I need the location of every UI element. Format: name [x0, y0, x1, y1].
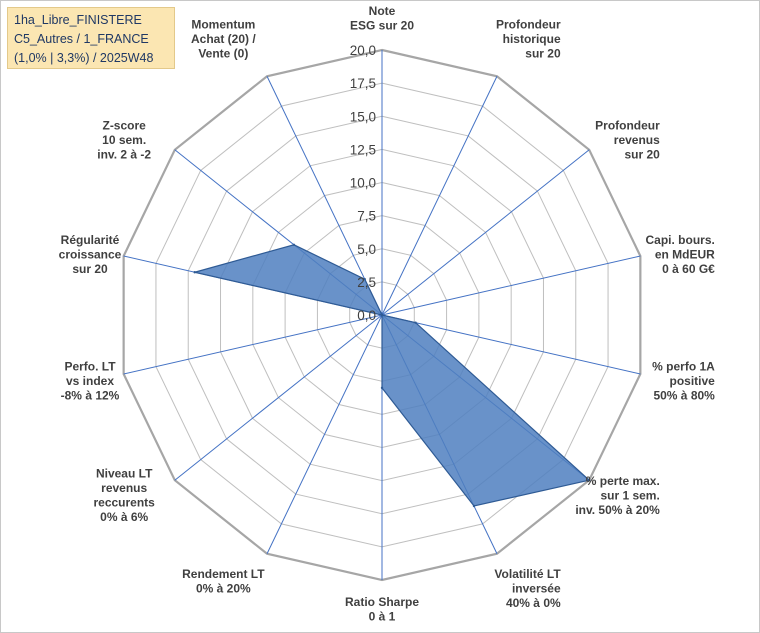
data-point-12	[193, 271, 196, 274]
spoke-2	[381, 76, 498, 316]
axis-label-11-line-3: -8% à 12%	[61, 389, 120, 403]
axis-label-12: Régularité croissance sur 20	[59, 233, 122, 276]
info-line-3: (1,0% | 3,3%) / 2025W48	[14, 51, 154, 65]
axis-label-3-line-1: Profondeur	[595, 119, 660, 133]
axis-label-14: Momentum Achat (20) / Vente (0)	[191, 18, 256, 61]
axis-label-3-line-3: sur 20	[624, 148, 660, 162]
axis-label-7-line-3: 40% à 0%	[506, 596, 561, 610]
axis-label-1-line-1: Note	[369, 4, 396, 18]
tick-label-4: 10,0	[350, 176, 376, 191]
axis-label-9-line-1: Rendement LT	[182, 567, 265, 581]
axis-label-13-line-3: inv. 2 à -2	[97, 148, 151, 162]
axis-label-2-line-3: sur 20	[525, 47, 561, 61]
spoke-5	[381, 314, 641, 375]
axis-label-11-line-1: Perfo. LT	[64, 360, 116, 374]
axis-label-5-line-1: % perfo 1A	[652, 360, 715, 374]
data-point-6	[587, 479, 591, 482]
axis-label-4-line-1: Capi. bours.	[646, 233, 715, 247]
axis-label-3-line-2: revenus	[614, 133, 660, 147]
axis-label-10-line-4: 0% à 6%	[100, 510, 148, 524]
spoke-10	[174, 314, 383, 481]
axis-label-6: % perte max. sur 1 sem. inv. 50% à 20%	[575, 474, 660, 517]
axis-label-10-line-3: reccurents	[93, 496, 155, 510]
axis-label-4-line-3: 0 à 60 G€	[662, 262, 715, 276]
tick-label-2: 5,0	[357, 242, 376, 257]
axis-label-12-line-1: Régularité	[61, 233, 120, 247]
tick-label-5: 12,5	[350, 142, 376, 157]
axis-label-5-line-3: 50% à 80%	[653, 389, 715, 403]
data-point-13	[292, 243, 296, 246]
axis-label-10: Niveau LT revenus reccurents 0% à 6%	[93, 467, 155, 525]
axis-label-10-line-2: revenus	[101, 481, 147, 495]
axis-label-1-line-2: ESG sur 20	[350, 19, 414, 33]
axis-label-5-line-2: positive	[669, 374, 715, 388]
tick-label-7: 17,5	[350, 76, 376, 91]
axis-label-6-line-3: inv. 50% à 20%	[575, 503, 660, 517]
tick-label-8: 20,0	[350, 43, 376, 58]
tick-label-0: 0,0	[357, 308, 376, 323]
spoke-4	[381, 255, 641, 316]
axis-label-1: Note ESG sur 20	[350, 4, 414, 33]
data-point-5	[414, 321, 417, 324]
axis-label-7-line-1: Volatilité LT	[494, 567, 561, 581]
axis-label-5: % perfo 1A positive 50% à 80%	[652, 360, 715, 403]
tick-label-1: 2,5	[357, 275, 376, 290]
data-point-8	[380, 386, 384, 390]
axis-label-7-line-2: inversée	[512, 581, 561, 595]
axis-label-10-line-1: Niveau LT	[96, 467, 153, 481]
spoke-9	[266, 314, 383, 554]
axis-label-12-line-3: sur 20	[72, 262, 108, 276]
axis-label-8: Ratio Sharpe 0 à 1	[345, 595, 419, 624]
tick-label-6: 15,0	[350, 109, 376, 124]
axis-label-6-line-2: sur 1 sem.	[600, 488, 659, 502]
axis-label-4-line-2: en MdEUR	[655, 247, 715, 261]
axis-label-2-line-1: Profondeur	[496, 18, 561, 32]
axis-label-8-line-2: 0 à 1	[369, 610, 396, 624]
axis-label-8-line-1: Ratio Sharpe	[345, 595, 419, 609]
axis-label-3: Profondeur revenus sur 20	[595, 119, 660, 162]
spoke-11	[123, 314, 383, 375]
axis-label-11-line-2: vs index	[66, 374, 114, 388]
axis-label-9-line-2: 0% à 20%	[196, 581, 251, 595]
axis-label-14-line-2: Achat (20) /	[191, 32, 256, 46]
axis-label-13: Z-score 10 sem. inv. 2 à -2	[97, 119, 151, 162]
axis-label-11: Perfo. LT vs index -8% à 12%	[61, 360, 120, 403]
axis-label-14-line-3: Vente (0)	[198, 47, 248, 61]
info-line-1: 1ha_Libre_FINISTERE	[14, 13, 142, 27]
data-point-11	[380, 313, 384, 317]
axis-label-4: Capi. bours. en MdEUR 0 à 60 G€	[646, 233, 716, 276]
axis-label-13-line-1: Z-score	[102, 119, 146, 133]
axis-label-12-line-2: croissance	[59, 247, 122, 261]
data-point-14	[363, 277, 366, 281]
axis-label-9: Rendement LT 0% à 20%	[182, 567, 265, 596]
info-box: 1ha_Libre_FINISTERE C5_Autres / 1_FRANCE…	[7, 7, 175, 69]
tick-label-3: 7,5	[357, 209, 376, 224]
axis-label-2: Profondeur historique sur 20	[496, 18, 561, 61]
info-line-2: C5_Autres / 1_FRANCE	[14, 32, 149, 46]
axis-label-13-line-2: 10 sem.	[102, 133, 146, 147]
axis-label-14-line-1: Momentum	[191, 18, 255, 32]
series-area	[194, 244, 591, 507]
axis-label-6-line-1: % perte max.	[586, 474, 660, 488]
axis-label-7: Volatilité LT inversée 40% à 0%	[494, 567, 561, 610]
data-point-7	[472, 504, 476, 508]
spoke-3	[381, 149, 590, 316]
axis-label-2-line-2: historique	[503, 32, 561, 46]
spoke-14	[266, 76, 383, 316]
